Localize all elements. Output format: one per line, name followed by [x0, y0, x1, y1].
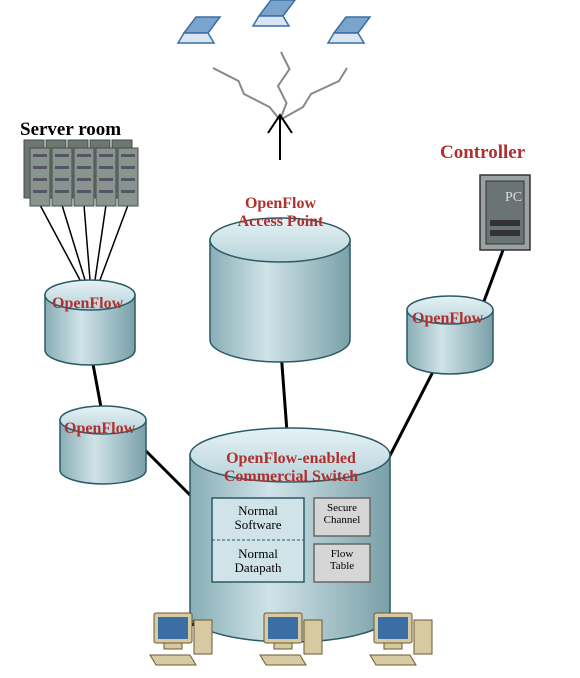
openflow-cylinder: [45, 280, 135, 365]
openflow-label-2: OpenFlow: [64, 420, 135, 438]
openflow-label-3: OpenFlow: [412, 310, 483, 328]
diagram-canvas: [0, 0, 580, 678]
antenna-icon: [268, 115, 292, 160]
controller-label: Controller: [440, 143, 525, 164]
desktop-icon: [150, 613, 212, 665]
access-point-cylinder: [210, 218, 350, 362]
openflow-cylinder: [407, 296, 493, 374]
flow-table-label: Flow Table: [316, 548, 368, 572]
normal-software-label: Normal Software: [220, 504, 296, 533]
main-switch-label: OpenFlow-enabled Commercial Switch: [216, 450, 366, 485]
desktop-icon: [370, 613, 432, 665]
pc-label: PC: [505, 190, 522, 205]
desktop-icon: [260, 613, 322, 665]
controller-pc-icon: [480, 175, 530, 250]
secure-channel-label: Secure Channel: [316, 502, 368, 526]
server-rack-icon: [24, 140, 138, 206]
openflow-label-1: OpenFlow: [52, 295, 123, 313]
server-room-label: Server room: [20, 120, 121, 141]
laptop-icon: [328, 17, 370, 43]
openflow-cylinder: [60, 406, 146, 484]
laptop-icon: [178, 17, 220, 43]
access-point-label: OpenFlow Access Point: [228, 195, 333, 230]
laptop-icon: [253, 0, 295, 26]
normal-datapath-label: Normal Datapath: [220, 547, 296, 576]
